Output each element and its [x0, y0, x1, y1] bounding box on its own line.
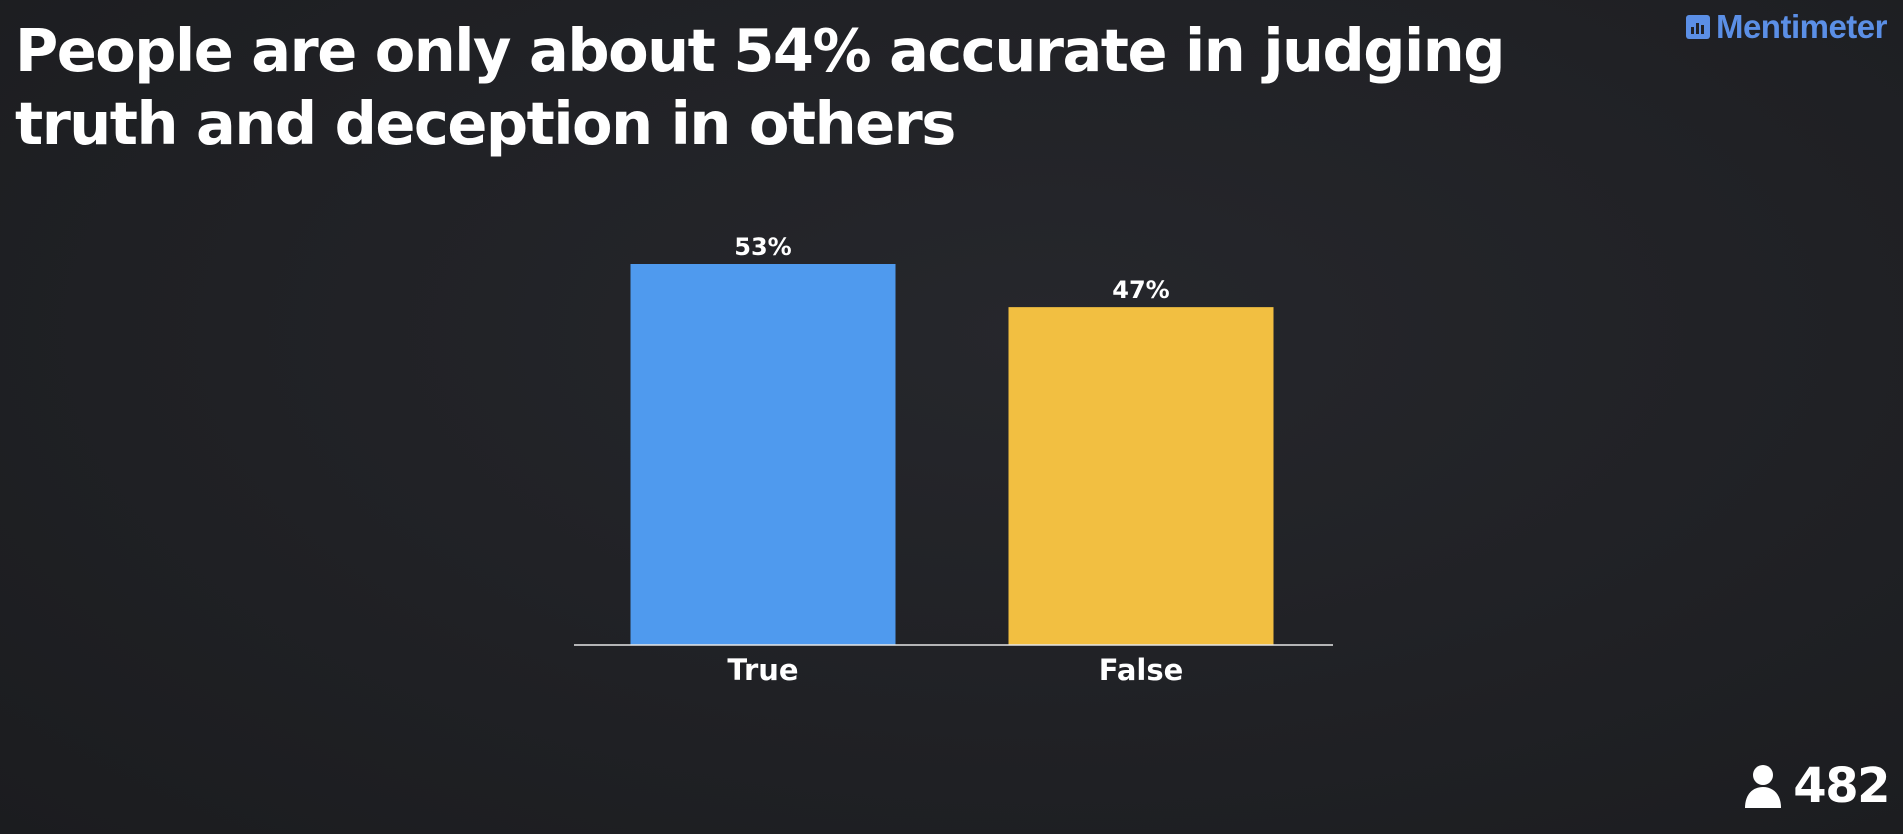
value-label-false: 47% — [1112, 276, 1169, 304]
person-icon — [1745, 765, 1782, 808]
bar-chart-logo-icon — [1685, 15, 1710, 39]
bar-true — [630, 264, 896, 645]
mentimeter-logo[interactable]: Mentimeter — [1685, 8, 1888, 46]
bar-false — [1008, 307, 1274, 645]
response-counter: 482 — [1743, 758, 1890, 814]
slide-title: People are only about 54% accurate in ju… — [15, 16, 1505, 158]
category-label-true: True — [727, 653, 798, 687]
category-label-false: False — [1099, 653, 1184, 687]
value-label-true: 53% — [734, 233, 791, 261]
response-count: 482 — [1793, 758, 1890, 814]
brand-name: Mentimeter — [1715, 8, 1888, 45]
